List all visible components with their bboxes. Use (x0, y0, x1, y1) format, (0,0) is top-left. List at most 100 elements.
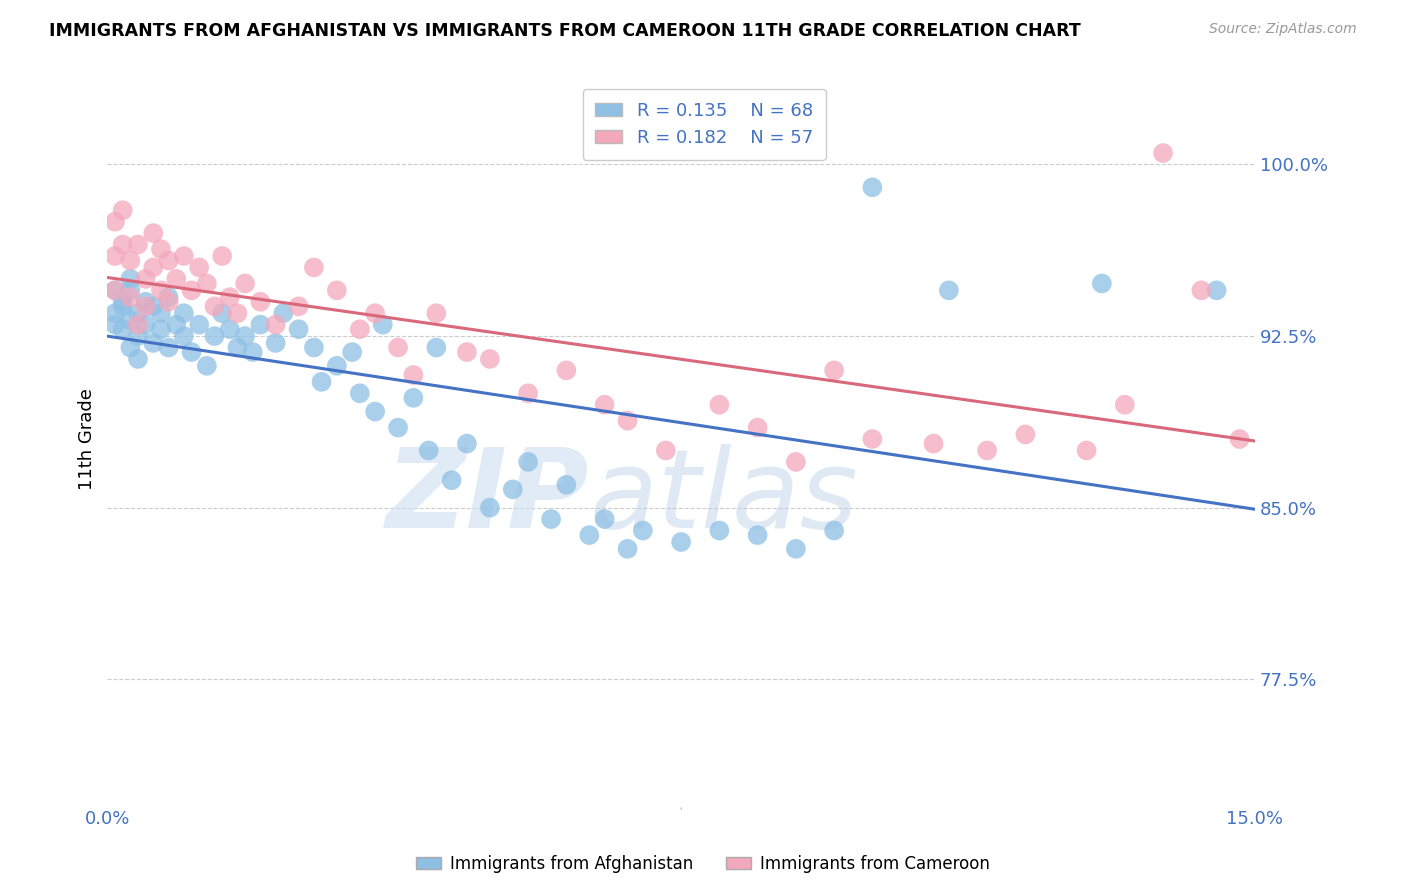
Point (440, 473, 463, 487)
Point (173, 249, 195, 263)
Point (823, 363, 845, 377)
Point (127, 318, 149, 332)
Point (287, 322, 309, 336)
Point (111, 237, 134, 252)
Point (349, 322, 371, 336)
Point (1014, 427, 1036, 442)
Point (860, 180, 883, 194)
Point (104, 249, 127, 263)
Point (264, 318, 287, 332)
Point (135, 318, 157, 332)
Point (233, 277, 256, 291)
Point (111, 294, 134, 309)
Point (823, 524, 845, 538)
Point (311, 375, 333, 389)
Point (425, 341, 447, 355)
Point (326, 359, 349, 373)
Point (104, 283, 127, 297)
Point (120, 283, 142, 297)
Point (976, 443, 998, 458)
Point (211, 249, 233, 263)
Point (135, 294, 157, 309)
Point (180, 283, 202, 297)
Point (517, 455, 540, 469)
Point (402, 368, 425, 382)
Point (127, 306, 149, 320)
Point (1189, 283, 1212, 297)
Point (173, 306, 195, 320)
Point (127, 351, 149, 366)
Point (1205, 283, 1227, 297)
Point (120, 272, 142, 286)
Point (135, 299, 157, 313)
Point (555, 363, 578, 377)
Point (173, 329, 195, 343)
Point (517, 386, 540, 401)
Point (1114, 398, 1136, 412)
Point (273, 306, 295, 320)
Point (111, 299, 134, 313)
Point (127, 329, 149, 343)
Point (578, 528, 600, 542)
Point (1152, 146, 1174, 161)
Point (104, 318, 127, 332)
Point (249, 318, 271, 332)
Point (555, 477, 578, 491)
Point (387, 341, 409, 355)
Point (1091, 277, 1114, 291)
Point (226, 306, 249, 320)
Point (860, 432, 883, 446)
Point (204, 299, 226, 313)
Point (747, 528, 769, 542)
Point (922, 436, 945, 450)
Point (593, 512, 616, 526)
Point (709, 398, 731, 412)
Point (195, 359, 218, 373)
Point (478, 500, 501, 515)
Point (157, 341, 180, 355)
Point (425, 306, 447, 320)
Point (709, 524, 731, 538)
Point (249, 294, 271, 309)
Point (264, 335, 287, 350)
Point (149, 306, 172, 320)
Point (456, 436, 478, 450)
Point (349, 386, 371, 401)
Point (149, 242, 172, 256)
Point (142, 260, 165, 275)
Point (302, 341, 325, 355)
Point (188, 318, 211, 332)
Point (364, 306, 387, 320)
Point (387, 420, 409, 434)
Text: atlas: atlas (589, 444, 858, 551)
Point (371, 318, 394, 332)
Point (157, 253, 180, 268)
Point (135, 272, 157, 286)
Point (785, 541, 807, 556)
Point (540, 512, 562, 526)
Point (142, 299, 165, 313)
Point (165, 318, 187, 332)
Point (218, 290, 240, 304)
Point (938, 283, 960, 297)
Point (157, 294, 180, 309)
Point (111, 322, 134, 336)
Point (142, 226, 165, 240)
Text: ZIP: ZIP (385, 444, 589, 551)
Point (631, 524, 654, 538)
Point (456, 345, 478, 359)
Point (127, 237, 149, 252)
Point (616, 414, 638, 428)
Legend: R = 0.135    N = 68, R = 0.182    N = 57: R = 0.135 N = 68, R = 0.182 N = 57 (582, 89, 825, 160)
Point (149, 322, 172, 336)
Point (502, 483, 524, 497)
Point (593, 398, 616, 412)
Point (326, 283, 349, 297)
Point (120, 341, 142, 355)
Point (785, 455, 807, 469)
Point (669, 535, 692, 549)
Point (747, 420, 769, 434)
Point (616, 541, 638, 556)
Point (1229, 432, 1251, 446)
Point (180, 345, 202, 359)
